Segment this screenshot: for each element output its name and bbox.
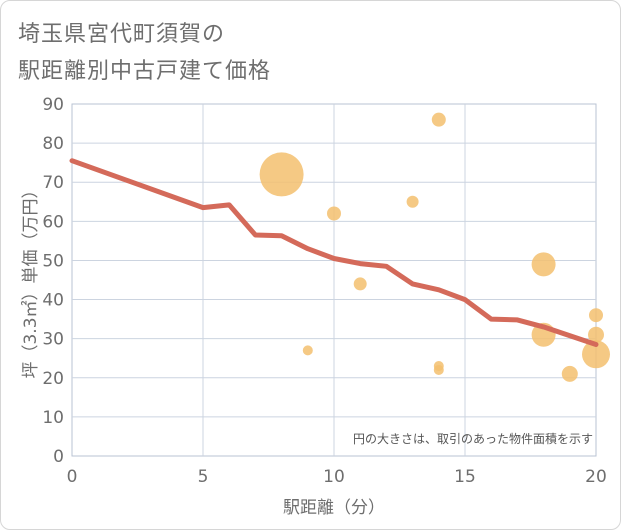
- data-bubble: [259, 152, 304, 197]
- y-tick-label: 0: [53, 447, 64, 467]
- y-tick-label: 40: [42, 291, 64, 311]
- data-bubble: [582, 340, 610, 369]
- tick-labels: 0 10 20 30 40 50 60 70 80 90 0 5 10 15 20: [42, 95, 606, 487]
- bubble-size-note: 円の大きさは、取引のあった物件面積を示す: [353, 431, 593, 446]
- data-bubble: [561, 365, 578, 382]
- data-bubble: [431, 112, 446, 127]
- chart-title-line2: 駅距離別中古戸建て価格: [18, 59, 272, 84]
- y-tick-label: 50: [42, 251, 64, 271]
- data-bubble: [588, 326, 604, 343]
- trend-line: [69, 158, 599, 347]
- data-bubble: [531, 252, 556, 277]
- x-tick-label: 0: [67, 467, 78, 487]
- data-bubble: [589, 308, 603, 323]
- trend-line-layer: [69, 158, 599, 347]
- data-bubble: [302, 345, 313, 356]
- y-tick-label: 80: [42, 134, 64, 154]
- y-tick-label: 60: [42, 212, 64, 232]
- data-bubble: [327, 206, 341, 221]
- y-axis-label: 坪（3.3㎡）単価（万円）: [21, 181, 41, 378]
- bubble-series: [259, 112, 610, 382]
- grid-lines: [72, 104, 596, 456]
- chart-title-line1: 埼玉県宮代町須賀の: [18, 22, 226, 47]
- y-tick-label: 10: [42, 408, 64, 428]
- y-tick-label: 70: [42, 173, 64, 193]
- x-tick-label: 15: [454, 467, 476, 487]
- x-tick-label: 5: [198, 467, 209, 487]
- x-tick-label: 10: [323, 467, 345, 487]
- data-bubble: [353, 277, 367, 291]
- data-bubble: [433, 364, 444, 375]
- y-tick-label: 20: [42, 369, 64, 389]
- y-tick-label: 30: [42, 330, 64, 350]
- y-tick-label: 90: [42, 95, 64, 115]
- data-bubble: [406, 195, 419, 208]
- x-axis-label: 駅距離（分）: [283, 498, 385, 518]
- x-tick-label: 20: [585, 467, 607, 487]
